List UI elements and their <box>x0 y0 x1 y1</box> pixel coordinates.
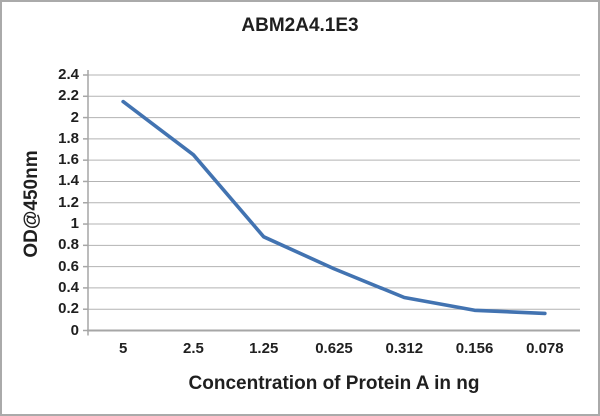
y-tick-label: 2.2 <box>58 87 79 105</box>
x-axis-title: Concentration of Protein A in ng <box>188 373 480 394</box>
y-tick-label: 0.6 <box>58 257 79 275</box>
y-tick-label: 2.4 <box>58 66 79 83</box>
y-tick-label: 0 <box>70 321 79 339</box>
chart-title: ABM2A4.1E3 <box>241 15 359 36</box>
x-category-label: 1.25 <box>249 340 279 357</box>
x-category-label: 0.156 <box>455 340 494 357</box>
y-tick-label: 1.6 <box>58 151 79 169</box>
x-category-label: 0.078 <box>526 340 564 357</box>
y-tick-label: 0.2 <box>58 300 79 318</box>
x-category-label: 0.625 <box>315 340 353 357</box>
y-tick-label: 1 <box>70 215 79 233</box>
y-tick-label: 0.8 <box>58 236 79 254</box>
y-tick-label: 1.8 <box>58 129 79 147</box>
series-line <box>121 99 547 316</box>
x-category-label: 2.5 <box>182 340 204 357</box>
y-tick-label: 2 <box>70 108 79 126</box>
x-category-label: 0.312 <box>385 340 424 357</box>
y-tick-label: 1.4 <box>58 172 79 190</box>
x-category-label: 5 <box>118 340 128 357</box>
y-tick-label: 0.4 <box>58 278 79 296</box>
y-tick-label: 1.2 <box>58 193 79 211</box>
